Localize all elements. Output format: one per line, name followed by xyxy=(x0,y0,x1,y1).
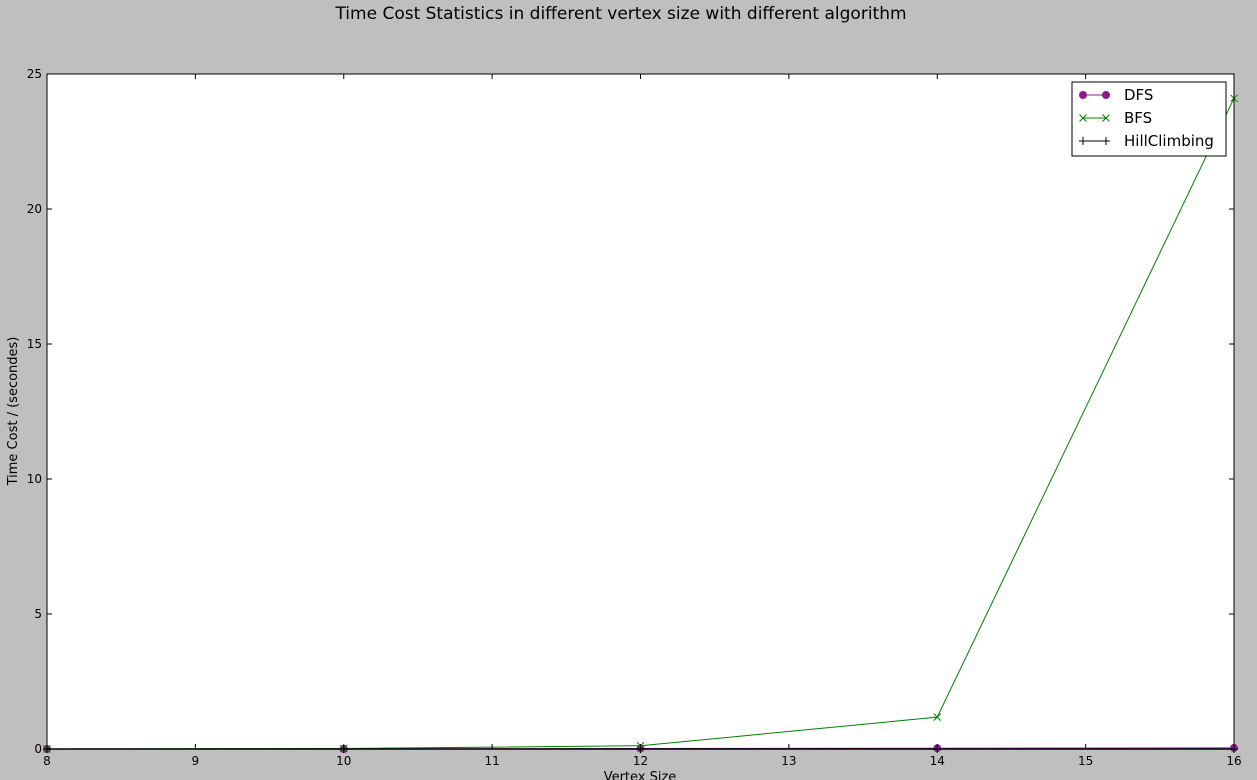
y-tick-label: 0 xyxy=(34,742,42,756)
x-tick-label: 9 xyxy=(192,754,200,768)
ticks-layer: 8 9 10 11 12 13 14 15 16 0 5 10 15 20 25 xyxy=(27,67,1242,768)
x-tick-label: 16 xyxy=(1226,754,1241,768)
chart-title: Time Cost Statistics in different vertex… xyxy=(335,4,907,24)
y-tick-label: 20 xyxy=(27,202,42,216)
legend-marker-hillclimbing xyxy=(1102,137,1110,145)
y-tick-label: 10 xyxy=(27,472,42,486)
legend-item-bfs: BFS xyxy=(1079,109,1152,127)
legend-item-dfs: DFS xyxy=(1079,86,1153,104)
legend-marker-hillclimbing xyxy=(1079,137,1087,145)
legend-label-dfs: DFS xyxy=(1124,86,1153,104)
plot-area xyxy=(47,74,1234,749)
x-tick-label: 14 xyxy=(930,754,945,768)
x-tick-label: 8 xyxy=(43,754,51,768)
legend-box xyxy=(1071,81,1227,157)
x-tick-label: 15 xyxy=(1078,754,1093,768)
data-point-bfs xyxy=(933,713,942,721)
x-tick-label: 10 xyxy=(336,754,351,768)
legend-label-bfs: BFS xyxy=(1124,109,1152,127)
y-tick-label: 5 xyxy=(34,607,42,621)
legend-marker-bfs xyxy=(1102,114,1110,122)
x-tick-label: 13 xyxy=(781,754,796,768)
legend-marker-dfs xyxy=(1102,91,1110,99)
legend-item-hillclimbing: HillClimbing xyxy=(1079,132,1214,150)
y-tick-label: 25 xyxy=(27,67,42,81)
x-axis-label: Vertex Size xyxy=(604,770,677,780)
legend-label-hillclimbing: HillClimbing xyxy=(1124,132,1214,150)
legend-marker-bfs xyxy=(1079,114,1087,122)
y-axis-label: Time Cost / (secondes) xyxy=(6,337,21,487)
y-tick-label: 15 xyxy=(27,337,42,351)
x-tick-label: 12 xyxy=(633,754,648,768)
x-tick-label: 11 xyxy=(484,754,499,768)
legend: DFS BFS HillClimbing xyxy=(1071,81,1227,157)
legend-marker-dfs xyxy=(1079,91,1087,99)
